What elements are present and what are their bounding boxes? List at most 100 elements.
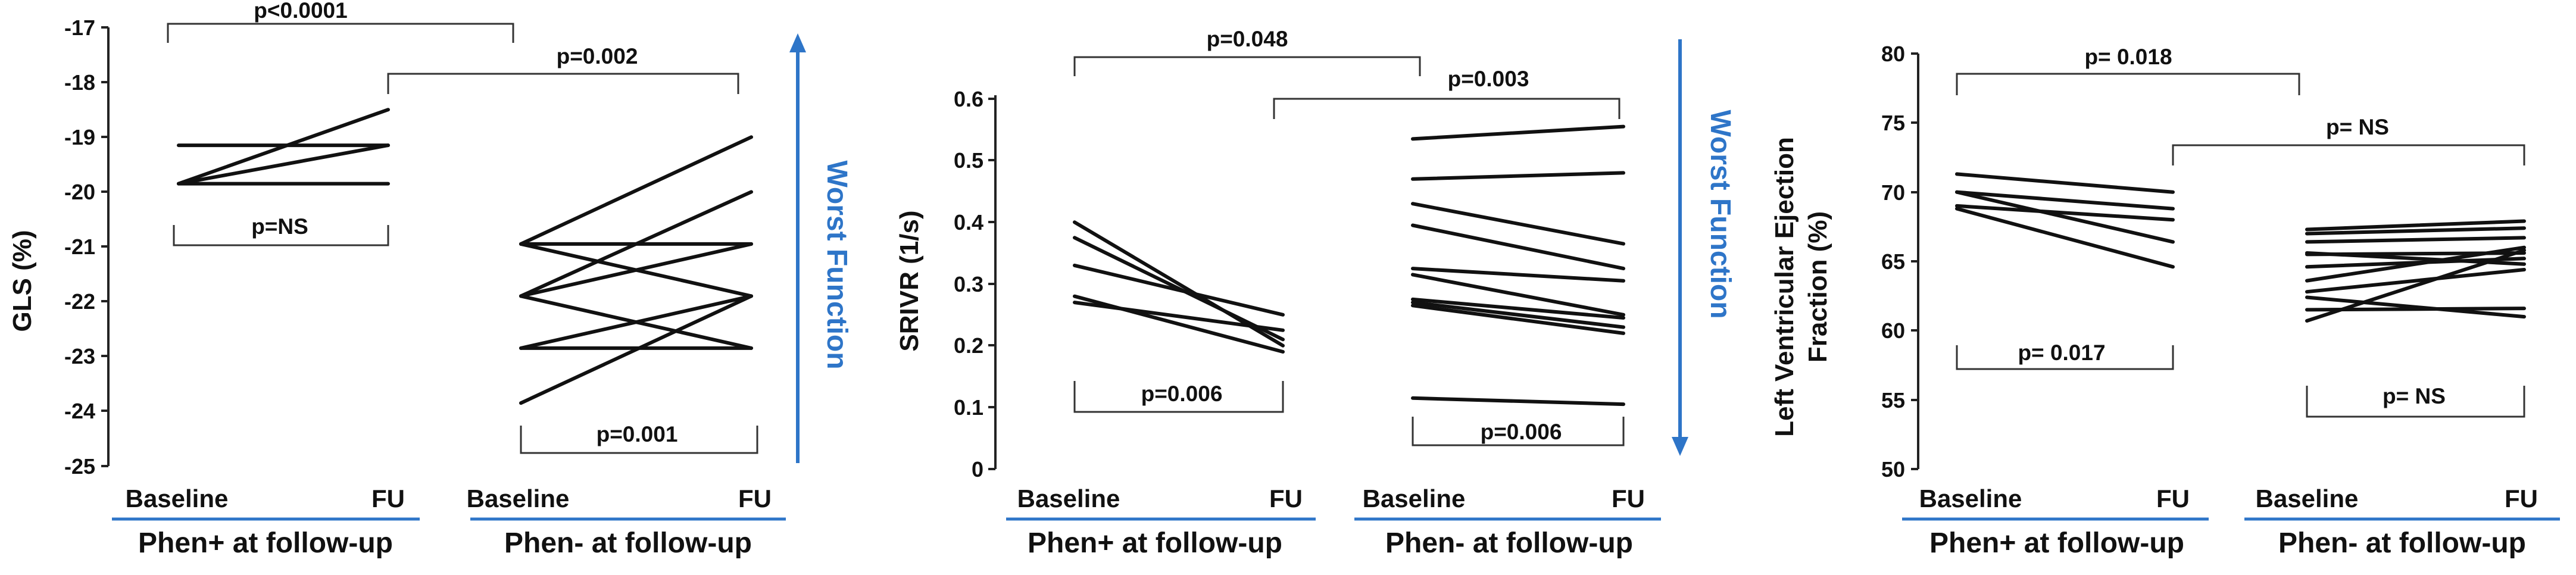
worst-function-arrow [1672, 39, 1688, 456]
y-tick-label: 0.2 [954, 333, 983, 358]
y-tick-label: 75 [1881, 111, 1905, 135]
subject-line [1073, 263, 1285, 317]
p-value-label: p=0.002 [557, 44, 638, 68]
panel-srivr: SRIVR (1/s) 0 0.1 0.2 0.3 0.4 0.5 0.6 [895, 27, 1736, 559]
group-label: Phen- at follow-up [2278, 527, 2526, 559]
panel-lvef: Left Ventricular Ejection Fraction (%) 8… [1770, 42, 2560, 559]
y-axis [101, 26, 110, 467]
subject-line [2305, 248, 2526, 323]
worst-function-label: Worst Function [821, 160, 853, 369]
y-tick-label: -20 [64, 180, 95, 204]
group-label: Phen+ at follow-up [1929, 527, 2184, 559]
x-category-label: FU [1269, 485, 1303, 512]
y-tick-label: 65 [1881, 249, 1905, 274]
series-lines [1073, 124, 1625, 407]
subject-line [1955, 204, 2175, 222]
p-brackets [1956, 73, 2525, 418]
y-axis-label: GLS (%) [8, 230, 37, 332]
subject-line [1411, 202, 1625, 246]
p-value-label: p=0.001 [597, 422, 678, 446]
y-tick-label: 80 [1881, 42, 1905, 66]
x-category-label: FU [371, 485, 405, 512]
y-tick-label: 60 [1881, 318, 1905, 343]
y-tick-label: 0.1 [954, 395, 983, 420]
subject-line [1411, 304, 1625, 335]
y-tick-label: -19 [64, 125, 95, 149]
y-axis-label: SRIVR (1/s) [895, 210, 924, 351]
subject-line [1411, 223, 1625, 271]
group-label: Phen- at follow-up [1385, 527, 1633, 559]
y-tick-label: 0.3 [954, 272, 983, 296]
subject-line [519, 294, 753, 350]
subject-line [519, 242, 753, 298]
y-tick-label: 70 [1881, 180, 1905, 205]
subject-line [177, 143, 390, 186]
x-category-label: FU [2505, 485, 2538, 512]
y-tick-label: 0.6 [954, 87, 983, 111]
p-value-label: p=0.003 [1448, 67, 1529, 91]
p-value-label: p=NS [251, 214, 308, 239]
y-tick-labels: 0 0.1 0.2 0.3 0.4 0.5 0.6 [954, 87, 983, 482]
series-lines [177, 108, 753, 405]
subject-line [1411, 396, 1625, 407]
x-category-label: Baseline [1919, 485, 2022, 512]
x-category-label: Baseline [1363, 485, 1466, 512]
subject-line [1411, 124, 1625, 141]
x-category-label: FU [738, 485, 772, 512]
x-category-label: Baseline [126, 485, 229, 512]
x-category-label: Baseline [1017, 485, 1120, 512]
x-category-label: FU [1612, 485, 1645, 512]
p-value-label: p= NS [2326, 115, 2389, 139]
series-lines [1955, 172, 2526, 323]
p-brackets [1073, 56, 1625, 446]
y-axis-label: Left Ventricular Ejection [1770, 137, 1799, 437]
subject-line [519, 294, 753, 405]
p-value-label: p= 0.017 [2018, 340, 2105, 365]
y-tick-label: -21 [64, 235, 95, 259]
y-tick-labels: 80 75 70 65 60 55 50 [1881, 42, 1905, 482]
y-tick-label: -25 [64, 454, 95, 479]
y-axis-label: Fraction (%) [1803, 211, 1832, 362]
y-tick-label: 50 [1881, 457, 1905, 482]
subject-line [1411, 297, 1625, 320]
p-brackets [167, 23, 758, 454]
subject-line [2305, 236, 2526, 244]
panel-gls: GLS (%) -17 -18 -19 -20 -21 -22 -23 -24 … [8, 0, 853, 559]
y-tick-label: -24 [64, 399, 95, 423]
y-axis [1911, 52, 1919, 470]
x-category-label: FU [2156, 485, 2190, 512]
group-label: Phen+ at follow-up [138, 527, 393, 559]
subject-line [1411, 273, 1625, 317]
subject-line [519, 135, 753, 246]
subject-line [2305, 226, 2526, 236]
subject-line [2305, 268, 2526, 294]
y-axis [988, 95, 997, 470]
worst-function-label: Worst Function [1704, 110, 1736, 318]
y-tick-label: 55 [1881, 388, 1905, 412]
subject-line [1411, 171, 1625, 181]
y-tick-label: -17 [64, 15, 95, 40]
x-category-label: Baseline [467, 485, 570, 512]
subject-line [1955, 207, 2175, 269]
y-tick-label: -18 [64, 70, 95, 95]
subject-line [1955, 172, 2175, 194]
y-tick-labels: -17 -18 -19 -20 -21 -22 -23 -24 -25 [64, 15, 95, 479]
subject-line [1073, 301, 1285, 332]
y-tick-label: 0.5 [954, 148, 983, 173]
group-label: Phen+ at follow-up [1028, 527, 1282, 559]
p-value-label: p= NS [2383, 384, 2446, 408]
y-tick-label: 0.4 [954, 210, 983, 235]
p-value-label: p<0.0001 [254, 0, 347, 23]
subject-line [519, 190, 753, 298]
x-category-label: Baseline [2256, 485, 2359, 512]
subject-line [1955, 190, 2175, 244]
subject-line [2305, 219, 2526, 232]
subject-line [2305, 245, 2526, 283]
p-value-label: p= 0.018 [2084, 45, 2172, 69]
y-tick-label: -22 [64, 289, 95, 314]
subject-line [1411, 301, 1625, 329]
subject-line [2305, 295, 2526, 319]
p-value-label: p=0.006 [1141, 382, 1223, 406]
p-value-label: p=0.048 [1207, 27, 1288, 51]
p-value-label: p=0.006 [1481, 420, 1562, 444]
